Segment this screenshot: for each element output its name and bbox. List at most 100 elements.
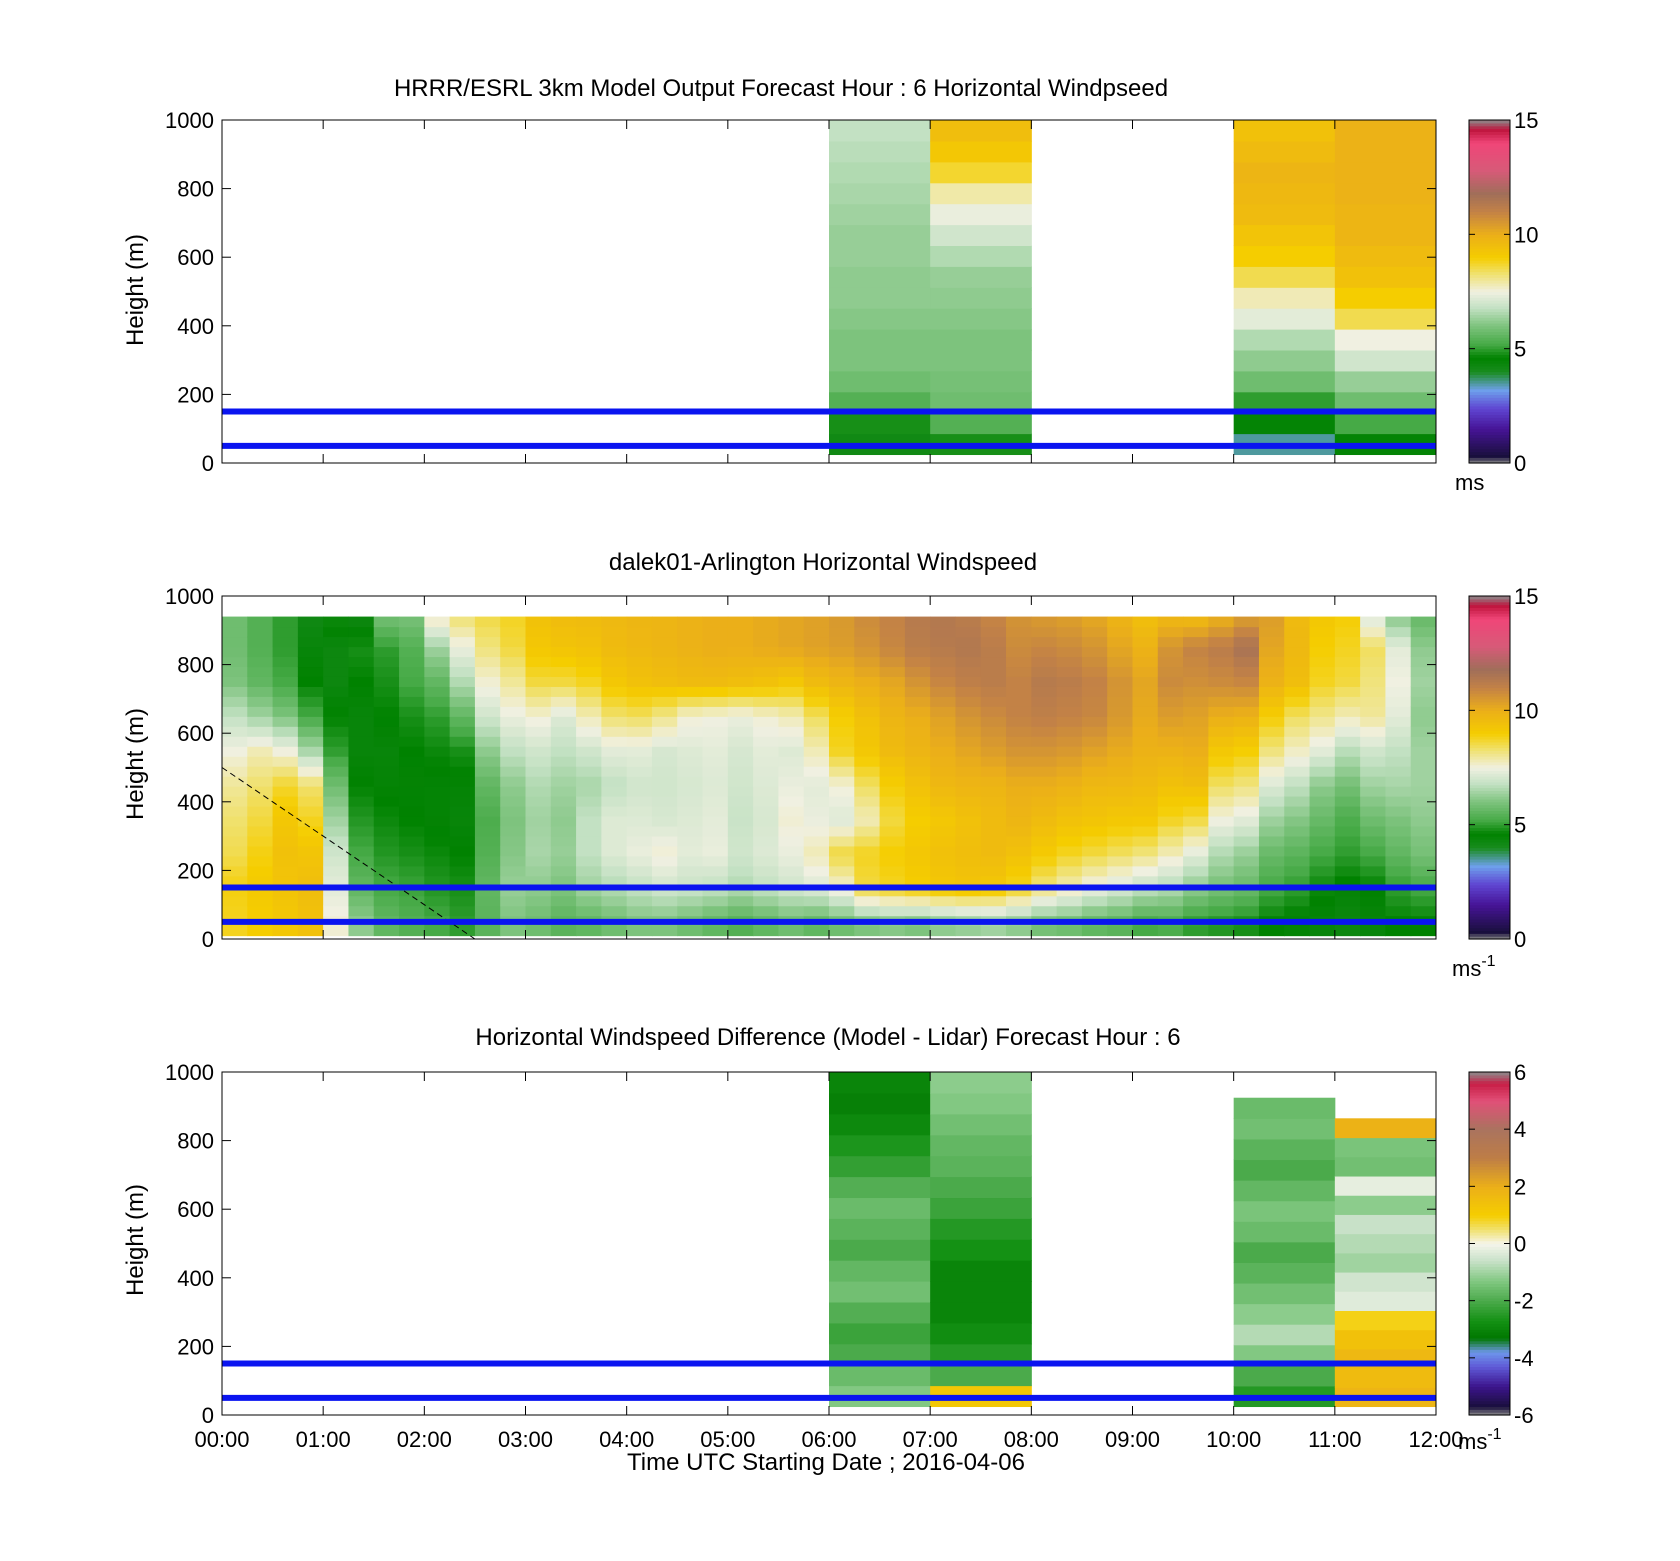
- colorbar-cell: [1469, 460, 1510, 464]
- colorbar-cell: [1469, 1372, 1510, 1376]
- colorbar-cell: [1469, 798, 1510, 803]
- heatmap-cell: [1385, 656, 1412, 668]
- heatmap-cell: [955, 845, 982, 857]
- heatmap-cell: [1309, 825, 1336, 837]
- heatmap-cell: [474, 716, 501, 727]
- heatmap-cell: [778, 696, 805, 707]
- dashed-guide-line: [221, 767, 476, 940]
- heatmap-cell: [576, 825, 602, 837]
- colorbar-cell: [1469, 1243, 1510, 1247]
- heatmap-cell: [474, 616, 501, 628]
- heatmap-cell: [829, 1260, 931, 1282]
- chart-title: HRRR/ESRL 3km Model Output Forecast Hour…: [394, 75, 1168, 102]
- heatmap-cell: [1309, 835, 1336, 847]
- heatmap-cell: [1334, 696, 1361, 707]
- heatmap-cell: [348, 726, 375, 737]
- heatmap-cell: [601, 616, 628, 628]
- heatmap-cell: [955, 855, 982, 867]
- heatmap-cell: [348, 925, 375, 937]
- heatmap-cell: [297, 835, 324, 847]
- heatmap-cell: [854, 666, 881, 677]
- heatmap-cell: [297, 805, 324, 817]
- heatmap-cell: [1385, 905, 1412, 917]
- heatmap-cell: [1233, 287, 1336, 309]
- heatmap-cell: [550, 786, 577, 797]
- heatmap-cell: [1107, 686, 1133, 697]
- heatmap-cell: [930, 905, 956, 917]
- y-tick-label: 800: [177, 653, 214, 678]
- heatmap-cell: [1107, 776, 1133, 787]
- heatmap-cell: [829, 776, 855, 787]
- heatmap-cell: [778, 706, 805, 717]
- heatmap-cell: [930, 1343, 1032, 1366]
- colorbar-cell: [1469, 382, 1510, 387]
- colorbar-cell: [1469, 673, 1510, 677]
- colorbar-cell: [1469, 1134, 1510, 1139]
- colorbar-tick-label: 10: [1514, 698, 1538, 723]
- heatmap-cell: [1410, 815, 1437, 827]
- heatmap-cell: [778, 776, 805, 787]
- heatmap-cell: [1309, 656, 1336, 668]
- heatmap-cell: [1157, 696, 1184, 707]
- heatmap-cell: [651, 855, 678, 867]
- heatmap-cell: [399, 736, 425, 747]
- heatmap-cell: [373, 616, 400, 628]
- heatmap-cell: [1258, 805, 1285, 817]
- colorbar-cell: [1469, 690, 1510, 694]
- heatmap-cell: [474, 636, 501, 648]
- heatmap-cell: [1183, 746, 1209, 757]
- colorbar-cell: [1469, 1180, 1510, 1185]
- heatmap-cell: [626, 616, 653, 628]
- heatmap-cell: [1410, 636, 1437, 648]
- heatmap-cell: [1385, 676, 1412, 687]
- heatmap-cell: [930, 1113, 1032, 1136]
- colorbar-cell: [1469, 716, 1510, 720]
- heatmap-cell: [222, 626, 248, 638]
- heatmap-cell: [348, 825, 375, 837]
- heatmap-cell: [424, 766, 451, 777]
- heatmap-cell: [879, 855, 906, 867]
- heatmap-cell: [930, 895, 956, 907]
- heatmap-cell: [1309, 905, 1336, 917]
- heatmap-cell: [323, 845, 349, 857]
- colorbar-cell: [1469, 1240, 1510, 1245]
- heatmap-cell: [1360, 656, 1386, 668]
- heatmap-cell: [373, 646, 400, 658]
- heatmap-cell: [854, 706, 881, 717]
- heatmap-cell: [1284, 925, 1311, 937]
- colorbar-cell: [1469, 1094, 1510, 1099]
- heatmap-cell: [829, 140, 931, 163]
- colorbar-cell: [1469, 211, 1510, 215]
- heatmap-cell: [955, 925, 982, 937]
- colorbar-cell: [1469, 884, 1510, 889]
- heatmap-cell: [399, 686, 425, 697]
- heatmap-cell: [247, 796, 274, 807]
- heatmap-cell: [297, 756, 324, 767]
- heatmap-cell: [626, 825, 653, 837]
- heatmap-cell: [348, 865, 375, 877]
- heatmap-cell: [778, 845, 805, 857]
- heatmap-cell: [576, 716, 602, 727]
- heatmap-cell: [778, 825, 805, 837]
- heatmap-cell: [247, 616, 274, 628]
- heatmap-cell: [550, 865, 577, 877]
- heatmap-cell: [474, 756, 501, 767]
- heatmap-cell: [323, 696, 349, 707]
- heatmap-cell: [1334, 676, 1361, 687]
- heatmap-cell: [955, 656, 982, 668]
- heatmap-cell: [525, 925, 552, 937]
- heatmap-cell: [550, 895, 577, 907]
- heatmap-cell: [1258, 696, 1285, 707]
- heatmap-cell: [449, 905, 476, 917]
- heatmap-cell: [980, 825, 1007, 837]
- heatmap-cell: [1031, 646, 1058, 658]
- heatmap-cell: [525, 756, 552, 767]
- heatmap-cell: [1360, 696, 1386, 707]
- heatmap-cell: [1157, 726, 1184, 737]
- colorbar-cell: [1469, 1172, 1510, 1176]
- heatmap-cell: [1006, 885, 1032, 897]
- heatmap-cell: [1334, 845, 1361, 857]
- colorbar-cell: [1469, 374, 1510, 378]
- heatmap-cell: [1233, 616, 1260, 628]
